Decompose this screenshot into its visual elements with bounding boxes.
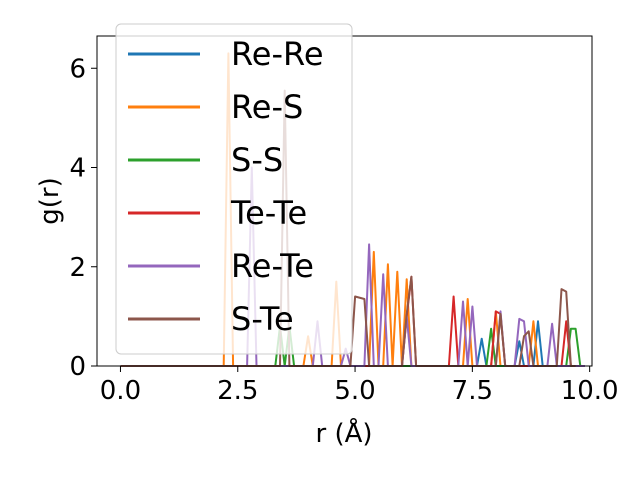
x-tick-label: 7.5 [452,376,493,406]
legend-label-s-te: S-Te [231,300,294,338]
y-axis-label: g(r) [35,177,65,224]
x-axis-label: r (Å) [315,417,372,449]
y-tick-label: 0 [69,352,86,382]
y-tick-label: 6 [69,54,86,84]
legend-label-re-re: Re-Re [231,35,324,73]
legend-label-re-te: Re-Te [231,247,314,285]
x-tick-label: 0.0 [100,376,141,406]
x-tick-label: 2.5 [217,376,258,406]
legend-label-te-te: Te-Te [230,194,307,232]
x-tick-label: 10.0 [561,376,619,406]
legend-label-re-s: Re-S [231,88,303,126]
legend: Re-Re Re-S S-S Te-Te Re-Te S-Te [115,23,353,355]
axis-ticks: 0.0 2.5 5.0 7.5 10.0 0 2 4 6 [69,54,618,406]
y-tick-label: 2 [69,253,86,283]
legend-label-s-s: S-S [231,141,283,179]
x-tick-label: 5.0 [334,376,375,406]
y-tick-label: 4 [69,154,86,184]
